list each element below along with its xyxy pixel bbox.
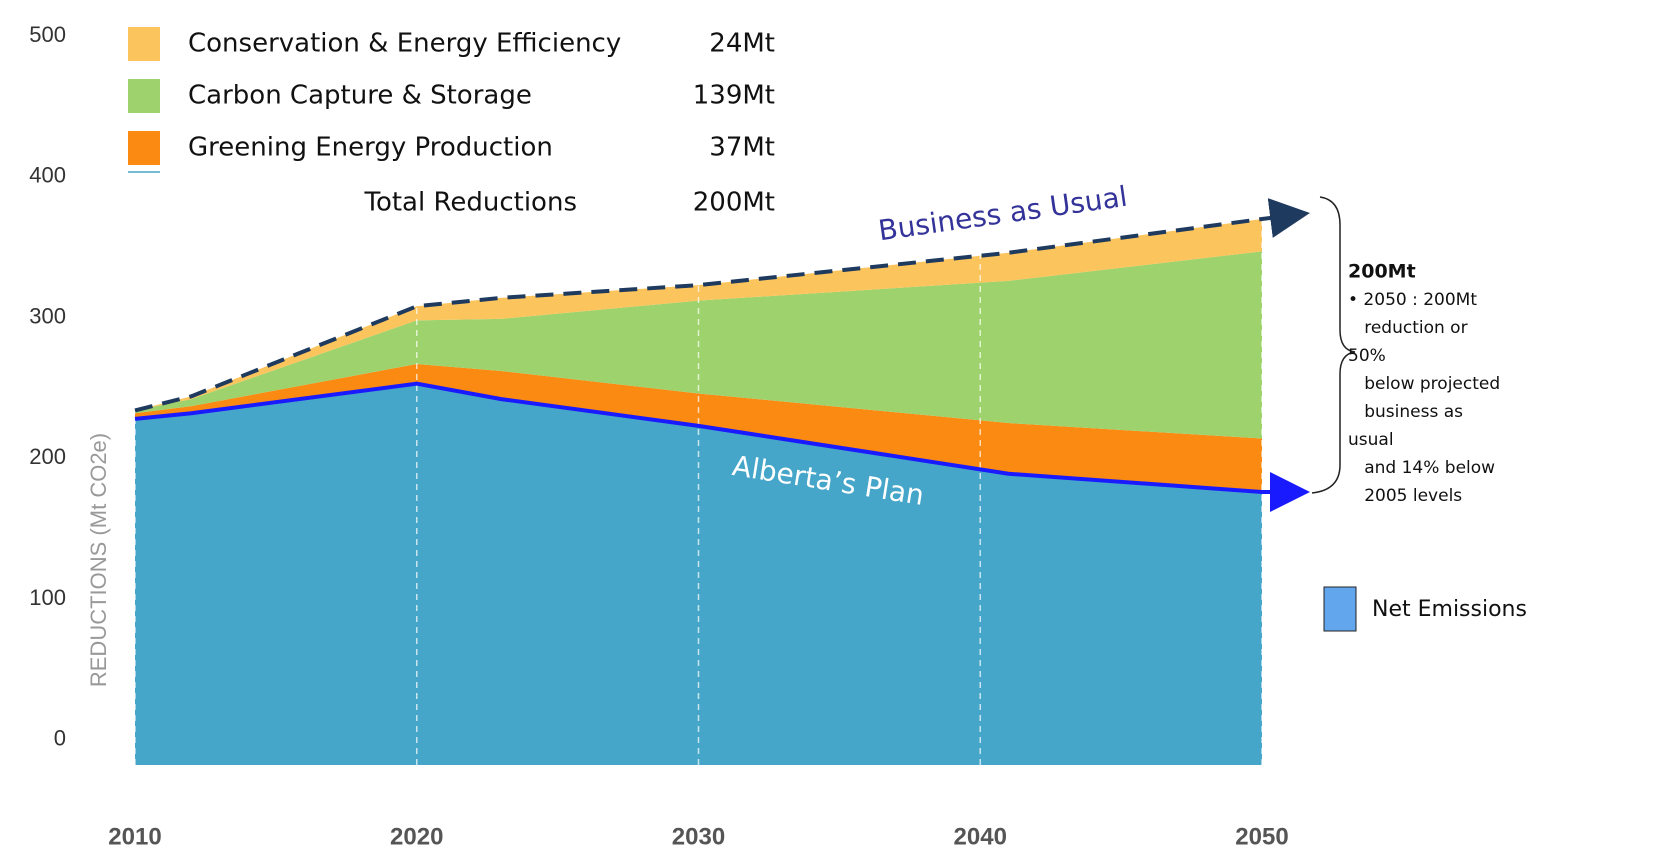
y-tick-label: 500 — [29, 22, 66, 47]
y-tick-label: 100 — [29, 585, 66, 610]
total-label: Total Reductions — [363, 188, 577, 218]
legend-swatch — [1323, 586, 1357, 632]
note-title: 200Mt — [1348, 261, 1416, 283]
note-line: usual — [1348, 430, 1394, 450]
x-tick-label: 2020 — [390, 823, 443, 850]
legend-swatch — [128, 27, 160, 61]
x-tick-label: 2040 — [954, 823, 1007, 850]
legend-amount: 37Mt — [709, 133, 775, 163]
x-tick-label: 2030 — [672, 823, 725, 850]
note-line: • 2050 : 200Mt — [1348, 290, 1477, 310]
area — [135, 363, 1262, 493]
note-line: 50% — [1348, 346, 1386, 366]
x-tick-label: 2050 — [1235, 823, 1288, 850]
note-line: below projected — [1348, 374, 1500, 394]
bau-annotation: Business as Usual — [876, 180, 1129, 248]
legend-label: Carbon Capture & Storage — [188, 81, 532, 111]
y-axis-label: REDUCTIONS (Mt CO2e) — [86, 433, 111, 687]
bau-line — [134, 198, 1310, 413]
x-tick-label: 2010 — [108, 823, 161, 850]
y-tick-label: 400 — [29, 163, 66, 188]
note-line: reduction or — [1348, 318, 1468, 338]
legend-swatch — [128, 131, 160, 165]
legend-swatch — [128, 79, 160, 113]
y-tick-label: 200 — [29, 444, 66, 469]
legend-label: Conservation & Energy Efficiency — [188, 29, 621, 59]
legend-amount: 24Mt — [709, 29, 775, 59]
note-line: and 14% below — [1348, 458, 1495, 478]
note-line: 2005 levels — [1348, 486, 1462, 506]
total-value: 200Mt — [693, 188, 775, 218]
brace — [1311, 196, 1356, 494]
legend-label: Greening Energy Production — [188, 133, 553, 163]
plan-line — [134, 381, 1310, 513]
y-tick-label: 300 — [29, 303, 66, 328]
legend-label: Net Emissions — [1372, 597, 1527, 622]
note-line: business as — [1348, 402, 1463, 422]
y-tick-label: 0 — [54, 725, 66, 750]
legend-amount: 139Mt — [693, 81, 775, 111]
